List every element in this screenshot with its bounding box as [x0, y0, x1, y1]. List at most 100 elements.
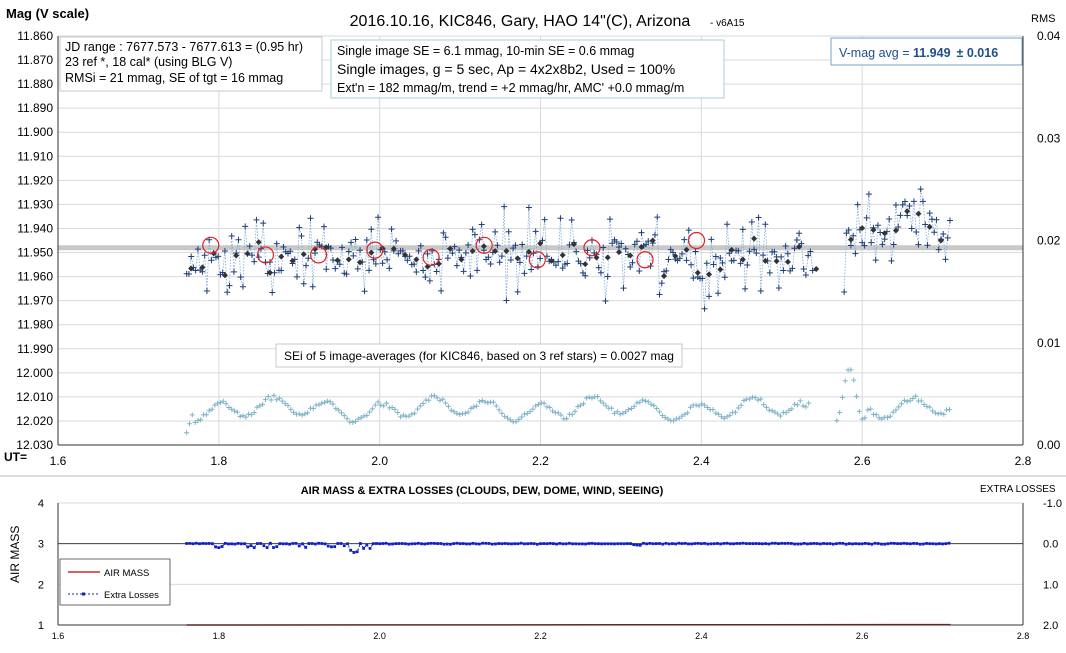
rms-point [463, 411, 468, 416]
rms-point [806, 401, 811, 406]
rms-point [187, 421, 192, 426]
bottom-y-tick-label: 3 [38, 539, 44, 551]
extra-loss-point [211, 542, 214, 545]
extra-loss-point [899, 542, 902, 545]
bottom-x-tick-label: 2.6 [856, 631, 869, 641]
rms-point [640, 397, 645, 402]
jd-range: JD range : 7677.573 - 7677.613 = (0.95 h… [65, 40, 303, 54]
extra-loss-point [668, 543, 671, 546]
extra-loss-point [472, 542, 475, 545]
rms-point [184, 430, 189, 435]
extra-loss-point [613, 542, 616, 545]
rms-point [288, 407, 293, 412]
mag-point [740, 226, 746, 232]
mag-point [253, 217, 259, 223]
extra-loss-point [887, 542, 890, 545]
extra-loss-point [803, 542, 806, 545]
image-average-point [256, 239, 262, 245]
extra-loss-point [539, 542, 542, 545]
ten-min-average [637, 252, 653, 268]
rms-point [224, 401, 229, 406]
extra-loss-point [308, 542, 311, 545]
extra-loss-point [603, 542, 606, 545]
mag-point [422, 274, 428, 280]
mag-point [454, 263, 460, 269]
extra-loss-point [504, 542, 507, 545]
x-tick-label: 2.8 [1015, 454, 1032, 468]
extra-loss-point [829, 542, 832, 545]
extra-loss-point [764, 542, 767, 545]
mag-point [296, 224, 302, 230]
mag-point [202, 252, 208, 258]
extra-loss-point [195, 542, 198, 545]
bottom-chart-title: AIR MASS & EXTRA LOSSES (CLOUDS, DEW, DO… [301, 485, 664, 497]
extra-loss-point [864, 542, 867, 545]
rms-point [618, 412, 623, 417]
y2-tick-label: 0.00 [1037, 438, 1061, 452]
rms-point [457, 412, 462, 417]
x-tick-label: 2.2 [532, 454, 549, 468]
rms-point [412, 411, 417, 416]
extra-loss-point [185, 542, 188, 545]
rms-point [868, 406, 873, 411]
mag-point [499, 253, 505, 259]
extra-loss-point [732, 542, 735, 545]
rms-point [353, 419, 358, 424]
mag-point [749, 219, 755, 225]
extra-loss-point [629, 542, 632, 545]
rms-point [736, 405, 741, 410]
image-average-point [774, 258, 780, 264]
mag-point [303, 263, 309, 269]
extra-loss-point [845, 543, 848, 546]
ten-min-average [423, 249, 439, 265]
rms-point [491, 400, 496, 405]
extra-loss-point [767, 543, 770, 546]
bottom-x-tick-label: 2.2 [534, 631, 547, 641]
extra-loss-point [224, 542, 227, 545]
mag-point [708, 236, 714, 242]
extra-loss-point [388, 543, 391, 546]
mag-point [569, 217, 575, 223]
extra-loss-point [941, 543, 944, 546]
mag-point [933, 217, 939, 223]
extra-loss-point [655, 542, 658, 545]
mag-point [389, 226, 395, 232]
extra-loss-point [796, 543, 799, 546]
rms-point [367, 410, 372, 415]
mag-point [508, 257, 514, 263]
mag-point [607, 216, 613, 222]
extra-loss-point [771, 542, 774, 545]
y-tick-label: 12.030 [16, 438, 53, 452]
mag-point [355, 266, 361, 272]
mag-point [893, 202, 899, 208]
extra-loss-point [330, 545, 333, 548]
extra-loss-point [867, 542, 870, 545]
mag-point [776, 285, 782, 291]
rms-point [713, 411, 718, 416]
extra-loss-point [623, 542, 626, 545]
mag-point [238, 274, 244, 280]
extra-loss-point [858, 542, 861, 545]
mag-point [364, 237, 370, 243]
rms-point [530, 407, 535, 412]
mag-point [780, 267, 786, 273]
bottom-y2-label: EXTRA LOSSES [980, 484, 1056, 495]
extra-loss-point [452, 542, 455, 545]
image-average-point [938, 237, 944, 243]
extra-loss-point [825, 542, 828, 545]
mag-point [666, 257, 672, 263]
extra-loss-point [690, 543, 693, 546]
y2-tick-label: 0.02 [1037, 234, 1061, 248]
extra-loss-point [510, 542, 513, 545]
rms-point [499, 411, 504, 416]
y-tick-label: 11.990 [17, 342, 53, 356]
mag-point [323, 266, 329, 272]
image-average-point [904, 208, 910, 214]
bottom-y2-tick-label: 0.0 [1043, 539, 1058, 551]
extra-loss-point [465, 543, 468, 546]
mag-point [332, 266, 338, 272]
extra-loss-point [188, 542, 191, 545]
extra-loss-point [356, 550, 359, 553]
extra-loss-point [279, 542, 282, 545]
mag-point [886, 216, 892, 222]
